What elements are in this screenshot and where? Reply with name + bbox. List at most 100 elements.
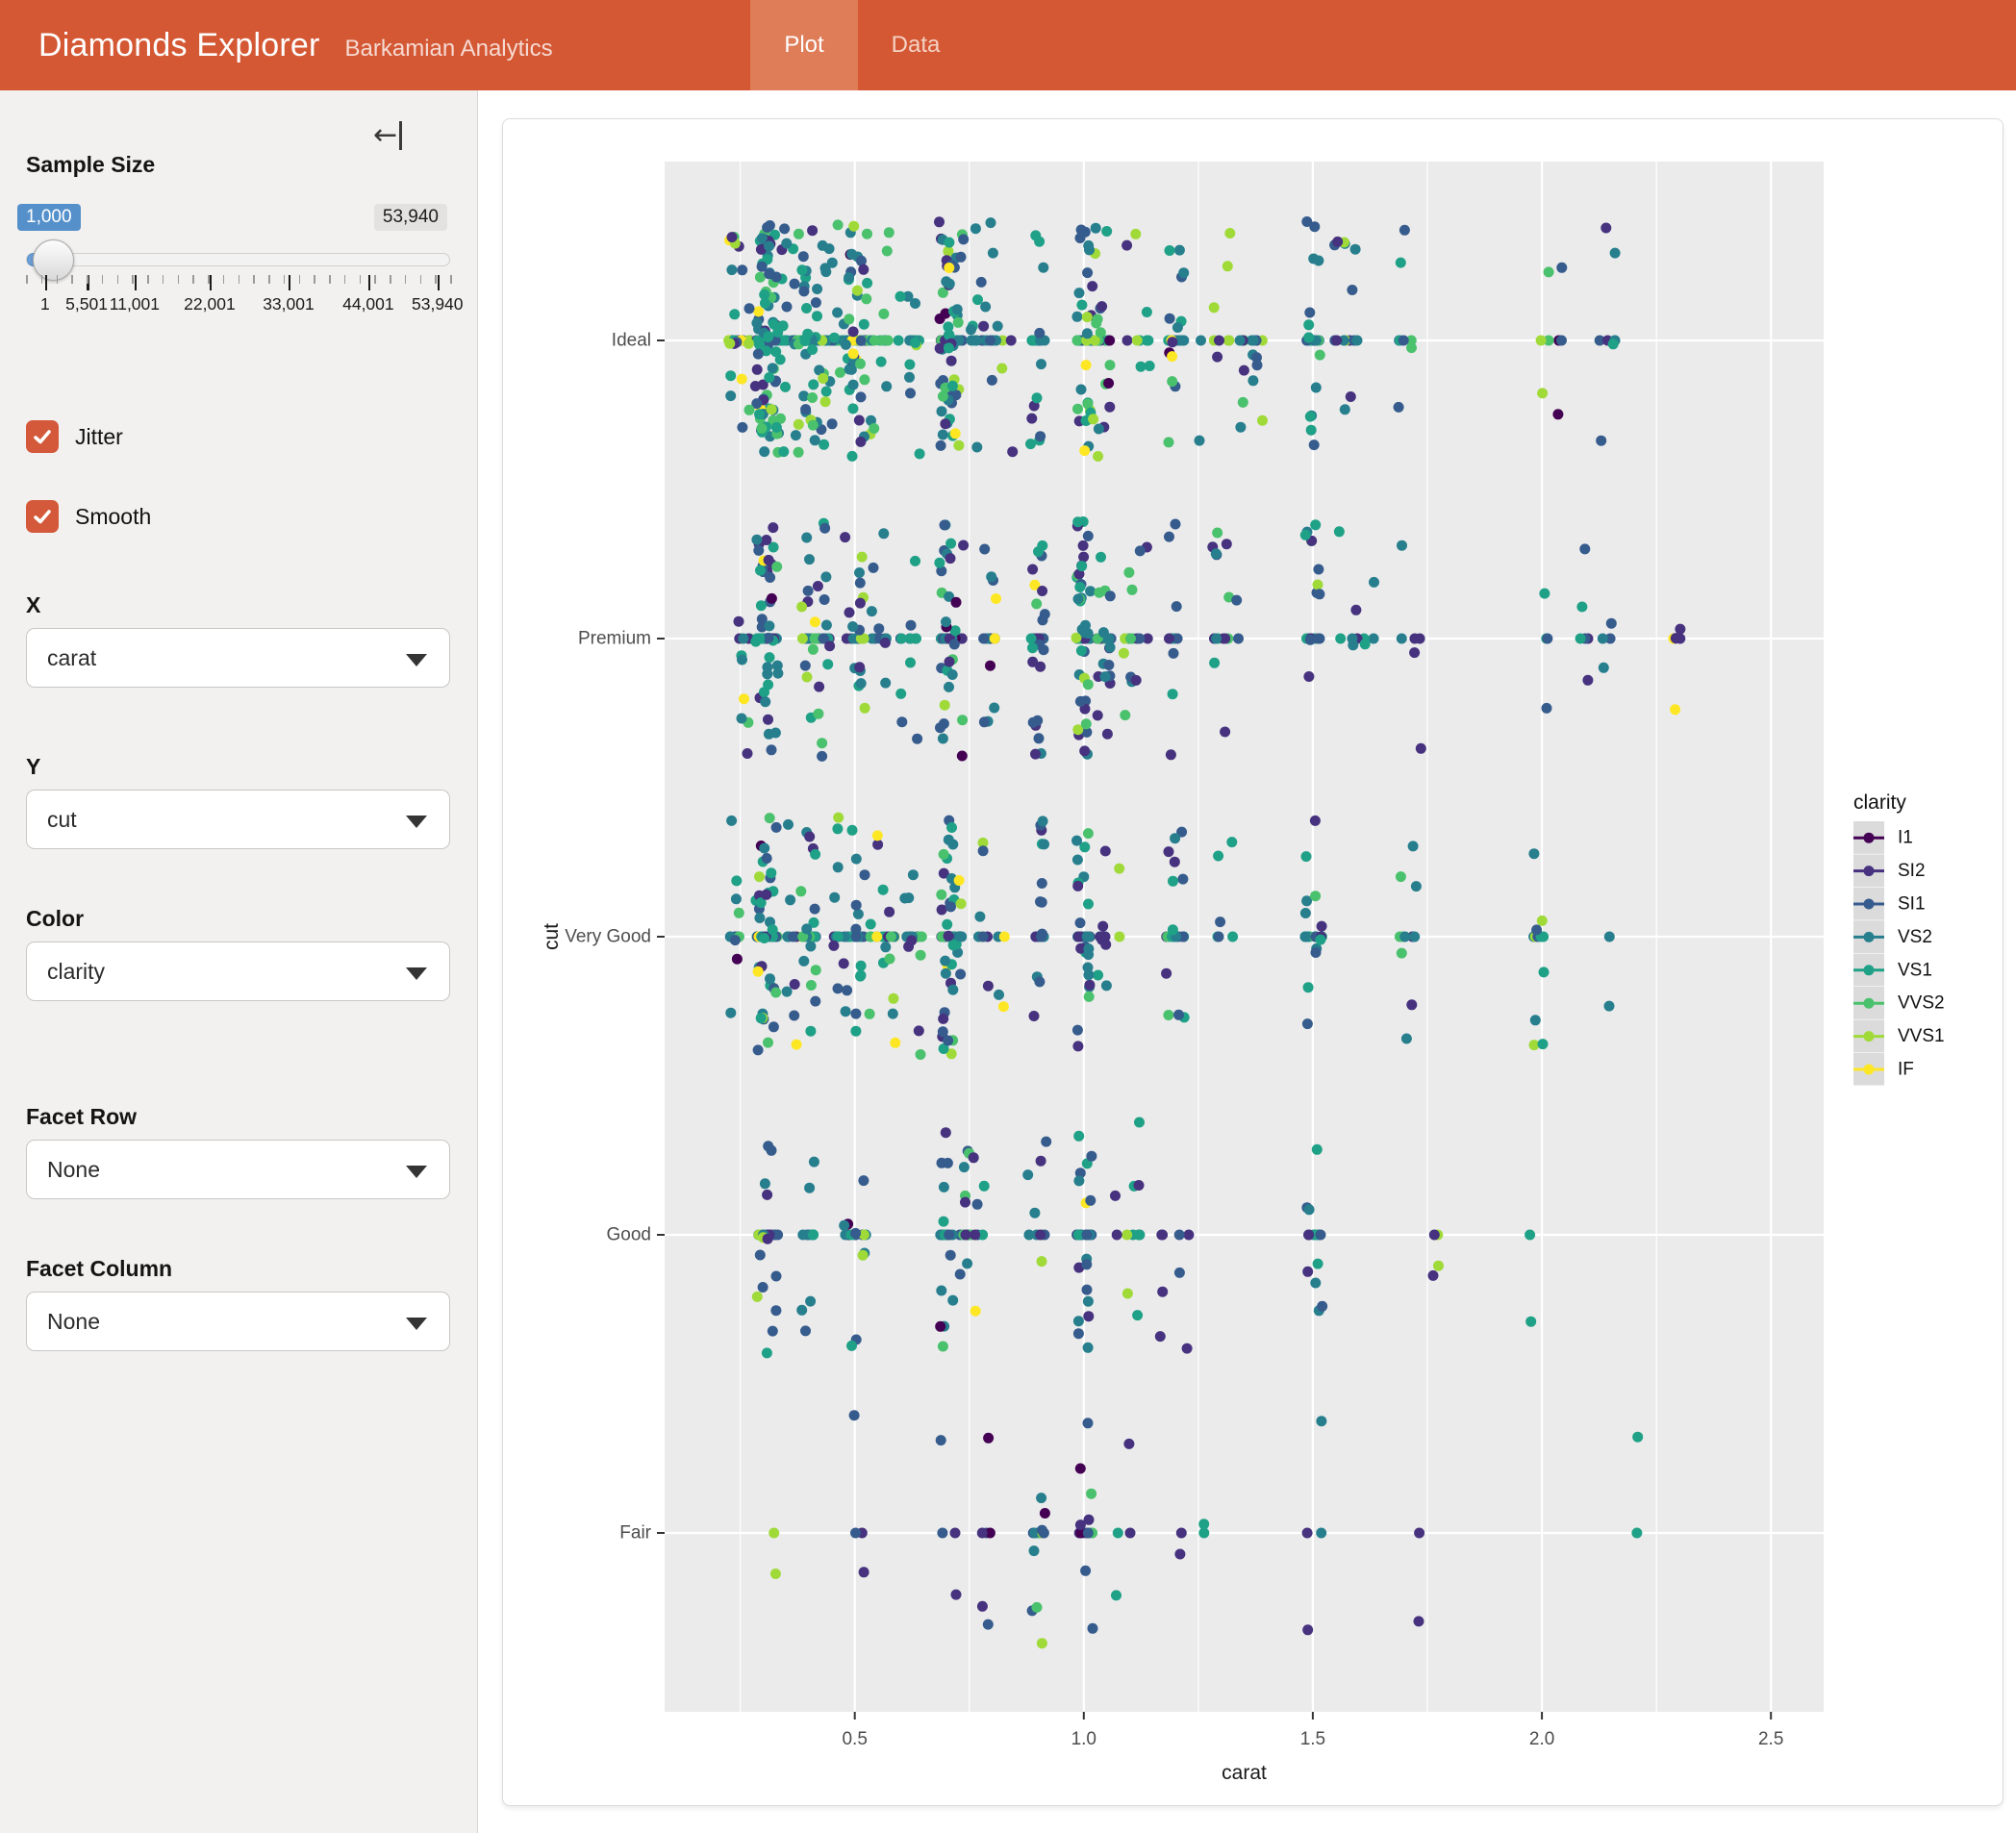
chevron-down-icon bbox=[406, 816, 427, 828]
checkmark-icon bbox=[34, 430, 51, 444]
navbar: Diamonds Explorer Barkamian Analytics Pl… bbox=[0, 0, 2016, 90]
jitter-checkbox[interactable]: Jitter bbox=[26, 420, 123, 453]
smooth-checkbox[interactable]: Smooth bbox=[26, 500, 151, 533]
scatter-points-jittered bbox=[724, 216, 1686, 1649]
ruler-minor-tick bbox=[71, 275, 73, 284]
ruler-minor-tick bbox=[343, 275, 346, 284]
x-select[interactable]: carat bbox=[26, 628, 450, 688]
ruler-minor-tick bbox=[419, 275, 421, 284]
y-select[interactable]: cut bbox=[26, 790, 450, 849]
svg-text:VVS2: VVS2 bbox=[1898, 993, 1945, 1014]
ruler-major-tick bbox=[288, 275, 291, 290]
ruler-minor-tick bbox=[283, 275, 286, 284]
ruler-minor-tick bbox=[101, 275, 104, 284]
chevron-down-icon bbox=[406, 1318, 427, 1330]
slider-tick-labels: 1 5,501 11,001 22,001 33,001 44,001 53,9… bbox=[26, 294, 464, 317]
smooth-checkbox-label: Smooth bbox=[75, 503, 152, 529]
svg-text:0.5: 0.5 bbox=[842, 1729, 867, 1749]
slider-tick-label: 44,001 bbox=[342, 294, 394, 314]
ruler-minor-tick bbox=[147, 275, 149, 284]
ruler-minor-tick bbox=[177, 275, 179, 284]
sample-size-slider-track[interactable] bbox=[26, 253, 450, 266]
ruler-minor-tick bbox=[298, 275, 300, 284]
svg-text:Good: Good bbox=[607, 1225, 651, 1245]
checkmark-icon bbox=[34, 510, 51, 524]
ruler-minor-tick bbox=[192, 275, 194, 284]
nav-tabs: Plot Data bbox=[750, 0, 973, 90]
slider-tick-label: 33,001 bbox=[263, 294, 315, 314]
ruler-major-tick bbox=[367, 275, 371, 290]
svg-text:VVS1: VVS1 bbox=[1898, 1026, 1945, 1046]
facet-row-select-value: None bbox=[47, 1156, 100, 1182]
ruler-minor-tick bbox=[450, 275, 452, 284]
svg-text:Very Good: Very Good bbox=[565, 927, 651, 947]
main-content: 0.5 1.0 1.5 2.0 2.5 Fair Good Very Good Premium I… bbox=[479, 90, 2016, 1833]
checkbox-checked-box[interactable] bbox=[26, 420, 59, 453]
ruler-minor-tick bbox=[238, 275, 239, 284]
ruler-major-tick bbox=[134, 275, 138, 290]
ruler-minor-tick bbox=[116, 275, 118, 284]
ruler-minor-tick bbox=[359, 275, 361, 284]
ruler-major-tick bbox=[209, 275, 213, 290]
app-title: Diamonds Explorer bbox=[38, 26, 320, 63]
color-select-value: clarity bbox=[47, 958, 106, 984]
ruler-minor-tick bbox=[132, 275, 134, 284]
legend: clarity I1 SI2 SI1 VS2 VS1 VVS2 VVS1 IF bbox=[1853, 791, 1945, 1086]
legend-title: clarity bbox=[1853, 791, 1906, 814]
app-subtitle: Barkamian Analytics bbox=[344, 35, 553, 62]
svg-text:SI1: SI1 bbox=[1898, 894, 1926, 915]
collapse-bar-icon bbox=[399, 121, 403, 150]
slider-tick-ruler bbox=[26, 275, 452, 290]
tab-data[interactable]: Data bbox=[891, 32, 941, 58]
svg-text:1.0: 1.0 bbox=[1071, 1729, 1096, 1749]
facet-row-select-label: Facet Row bbox=[26, 1104, 138, 1129]
color-select-label: Color bbox=[26, 906, 85, 931]
svg-text:Premium: Premium bbox=[578, 629, 651, 649]
svg-text:Ideal: Ideal bbox=[612, 331, 651, 351]
x-axis-title: carat bbox=[1222, 1762, 1267, 1784]
y-axis-ticks: Fair Good Very Good Premium Ideal bbox=[565, 331, 665, 1544]
facet-column-select-label: Facet Column bbox=[26, 1256, 173, 1281]
x-select-label: X bbox=[26, 592, 41, 617]
sample-size-slider-handle[interactable] bbox=[33, 239, 74, 281]
checkbox-checked-box[interactable] bbox=[26, 500, 59, 533]
slider-tick-label: 11,001 bbox=[109, 294, 161, 314]
sample-size-label: Sample Size bbox=[26, 152, 156, 177]
y-select-value: cut bbox=[47, 806, 77, 832]
svg-text:Fair: Fair bbox=[619, 1523, 651, 1544]
svg-text:VS1: VS1 bbox=[1898, 960, 1932, 980]
ruler-minor-tick bbox=[40, 275, 43, 284]
slider-max-badge: 53,940 bbox=[373, 204, 447, 231]
ruler-minor-tick bbox=[374, 275, 376, 284]
arrow-to-left-icon: ← bbox=[373, 118, 398, 152]
ruler-minor-tick bbox=[435, 275, 437, 284]
brand: Diamonds Explorer Barkamian Analytics bbox=[0, 27, 553, 64]
ruler-minor-tick bbox=[222, 275, 225, 284]
svg-text:I1: I1 bbox=[1898, 828, 1913, 848]
ruler-minor-tick bbox=[329, 275, 331, 284]
ruler-minor-tick bbox=[26, 275, 28, 284]
ruler-minor-tick bbox=[404, 275, 407, 284]
svg-text:1.5: 1.5 bbox=[1300, 1729, 1325, 1749]
tab-plot[interactable]: Plot bbox=[750, 0, 858, 90]
svg-text:2.5: 2.5 bbox=[1758, 1729, 1783, 1749]
chevron-down-icon bbox=[406, 654, 427, 666]
chevron-down-icon bbox=[406, 1166, 427, 1178]
slider-tick-label: 53,940 bbox=[412, 294, 464, 314]
ruler-major-tick bbox=[44, 275, 48, 290]
ruler-minor-tick bbox=[208, 275, 210, 284]
ruler-minor-tick bbox=[56, 275, 58, 284]
svg-text:IF: IF bbox=[1898, 1060, 1914, 1080]
slider-tick-label: 5,501 bbox=[65, 294, 108, 314]
facet-column-select[interactable]: None bbox=[26, 1292, 450, 1351]
facet-column-select-value: None bbox=[47, 1308, 100, 1334]
color-select[interactable]: clarity bbox=[26, 942, 450, 1001]
slider-tick-label: 22,001 bbox=[184, 294, 236, 314]
collapse-sidebar-button[interactable]: ← bbox=[373, 118, 403, 152]
x-axis-ticks: 0.5 1.0 1.5 2.0 2.5 bbox=[842, 1712, 1783, 1749]
ruler-major-tick bbox=[437, 275, 441, 290]
svg-text:SI2: SI2 bbox=[1898, 861, 1926, 881]
ruler-minor-tick bbox=[253, 275, 255, 284]
facet-row-select[interactable]: None bbox=[26, 1140, 450, 1199]
